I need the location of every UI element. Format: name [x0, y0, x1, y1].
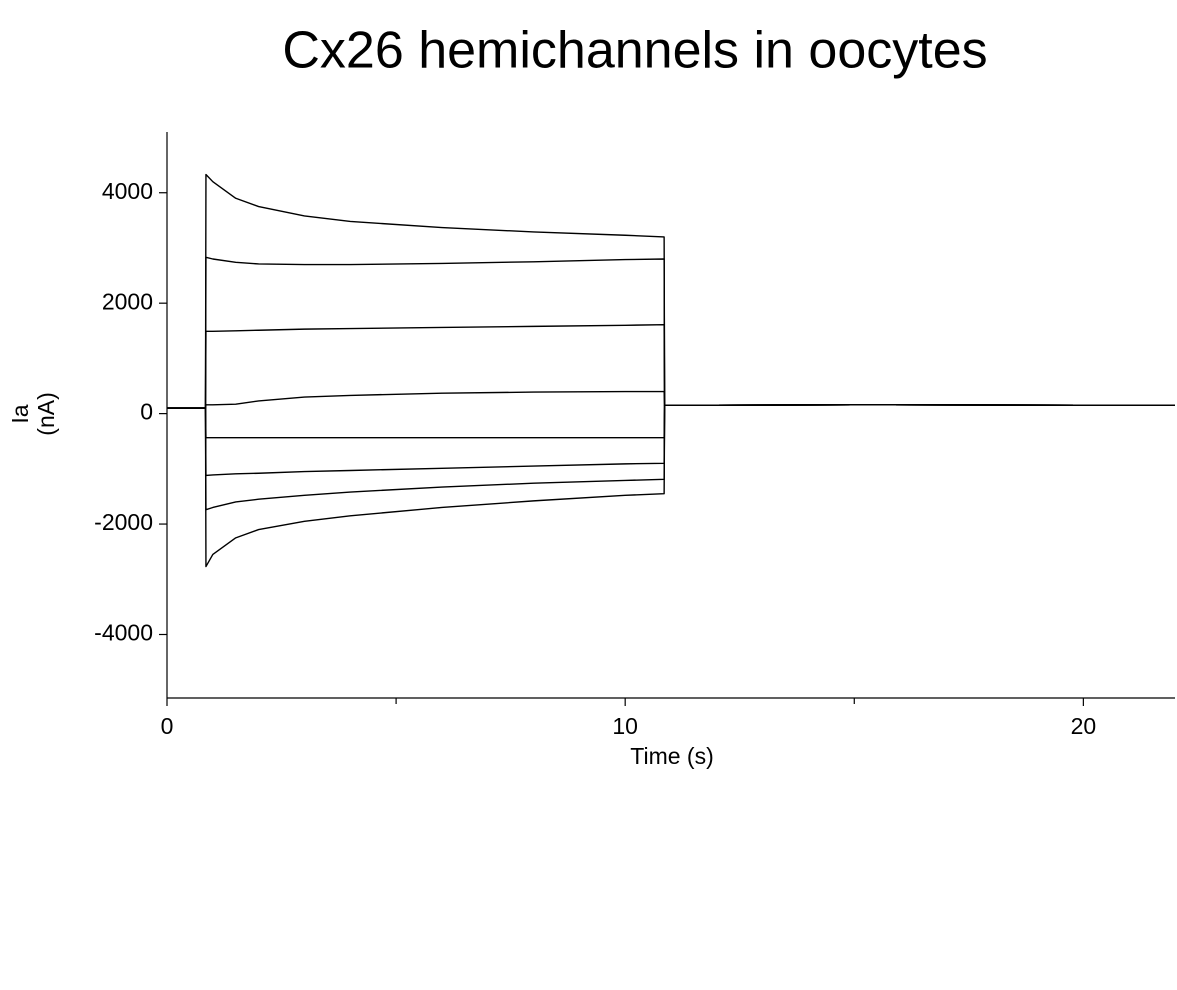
y-tick-label: -2000 [94, 509, 153, 535]
chart-title: Cx26 hemichannels in oocytes [282, 22, 987, 80]
y-tick-label: 2000 [102, 288, 153, 314]
trace [167, 173, 1176, 409]
trace [167, 256, 1176, 409]
x-tick-label: 20 [1071, 713, 1097, 739]
trace [167, 404, 1176, 477]
trace [167, 404, 1176, 439]
trace [167, 390, 1176, 409]
y-axis-label-line: (nA) [33, 392, 59, 435]
y-axis-label: Ia (nA) [7, 392, 59, 435]
y-tick-label: 0 [140, 399, 153, 425]
x-tick-label: 10 [612, 713, 638, 739]
trace [167, 404, 1176, 568]
trace [167, 324, 1176, 409]
y-tick-label: 4000 [102, 178, 153, 204]
x-tick-label: 0 [161, 713, 174, 739]
y-axis-label-line: Ia [7, 404, 33, 423]
y-tick-label: -4000 [94, 620, 153, 646]
trace [167, 404, 1176, 511]
x-axis-label: Time (s) [630, 743, 713, 769]
